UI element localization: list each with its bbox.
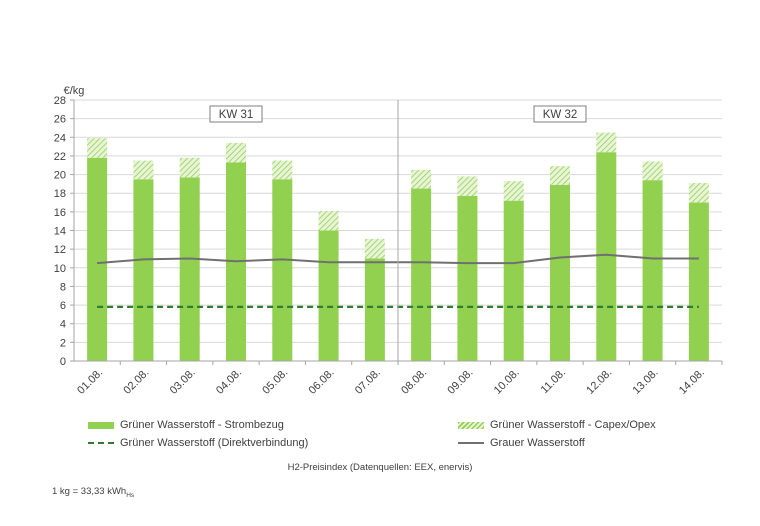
- x-tick-label: 02.08.: [121, 367, 151, 397]
- y-unit-label: €/kg: [64, 85, 85, 97]
- bar-capex-opex: [272, 160, 293, 180]
- legend-label-capex-opex: Grüner Wasserstoff - Capex/Opex: [490, 419, 656, 431]
- y-tick-label: 4: [60, 319, 66, 331]
- bar-capex-opex: [457, 176, 478, 197]
- y-tick-label: 0: [60, 356, 66, 368]
- bar-strombezug: [364, 258, 385, 361]
- bar-strombezug: [87, 157, 108, 361]
- legend-swatch-solid-green: [88, 421, 114, 429]
- bar-capex-opex: [133, 160, 154, 180]
- x-tick-label: 14.08.: [677, 367, 707, 397]
- x-tick-label: 11.08.: [539, 367, 569, 397]
- y-tick-label: 28: [54, 95, 66, 107]
- legend-label-direktverbindung: Grüner Wasserstoff (Direktverbindung): [120, 437, 309, 449]
- y-tick-label: 16: [54, 207, 66, 219]
- source-caption: H2-Preisindex (Datenquellen: EEX, enervi…: [287, 462, 473, 473]
- x-tick-label: 01.08.: [75, 367, 105, 397]
- bar-strombezug: [503, 200, 524, 361]
- y-tick-label: 12: [54, 244, 66, 256]
- bar-strombezug: [550, 184, 570, 361]
- x-tick-label: 07.08.: [353, 367, 383, 397]
- bar-strombezug: [179, 177, 200, 361]
- bar-capex-opex: [318, 210, 339, 231]
- bar-capex-opex: [642, 161, 663, 181]
- legend-swatch-grey-line: [458, 442, 484, 444]
- x-tick-label: 13.08.: [631, 367, 661, 397]
- bar-capex-opex: [226, 142, 246, 163]
- bar-strombezug: [133, 179, 154, 361]
- y-tick-label: 20: [54, 170, 66, 182]
- week-label: KW 31: [219, 109, 254, 121]
- bar-strombezug: [272, 179, 293, 361]
- y-tick-label: 2: [60, 337, 66, 349]
- unit-footnote: 1 kg = 33,33 kWhHs: [52, 486, 134, 499]
- x-tick-label: 12.08.: [584, 367, 614, 397]
- legend-swatch-dashed-green: [88, 442, 114, 444]
- y-tick-label: 24: [54, 132, 66, 144]
- x-tick-label: 05.08.: [260, 367, 290, 397]
- bar-capex-opex: [179, 157, 200, 178]
- bar-strombezug: [596, 152, 617, 361]
- bar-capex-opex: [411, 169, 432, 189]
- legend-item-strombezug: Grüner Wasserstoff - Strombezug: [88, 419, 284, 431]
- y-tick-label: 14: [54, 226, 66, 238]
- x-tick-label: 04.08.: [214, 367, 244, 397]
- bar-strombezug: [457, 196, 478, 361]
- x-tick-label: 06.08.: [307, 367, 337, 397]
- y-tick-label: 6: [60, 300, 66, 312]
- unit-footnote-sub: Hs: [126, 491, 135, 499]
- x-tick-label: 08.08.: [399, 367, 429, 397]
- y-tick-label: 10: [54, 263, 66, 275]
- bar-capex-opex: [364, 238, 385, 259]
- bar-capex-opex: [688, 182, 709, 203]
- x-tick-label: 09.08.: [445, 367, 475, 397]
- legend-item-capex-opex: Grüner Wasserstoff - Capex/Opex: [458, 419, 656, 431]
- y-tick-label: 22: [54, 151, 66, 163]
- bar-capex-opex: [550, 166, 570, 185]
- legend-label-grauer-wasserstoff: Grauer Wasserstoff: [490, 437, 585, 449]
- bar-strombezug: [688, 202, 709, 361]
- week-label-box: [209, 105, 263, 123]
- bar-strombezug: [318, 230, 339, 361]
- bar-capex-opex: [87, 138, 108, 158]
- week-label: KW 32: [543, 109, 578, 121]
- legend-item-direktverbindung: Grüner Wasserstoff (Direktverbindung): [88, 437, 308, 449]
- bar-strombezug: [642, 180, 663, 361]
- unit-footnote-main: 1 kg = 33,33 kWh: [52, 486, 127, 497]
- y-tick-label: 18: [54, 188, 66, 200]
- bar-strombezug: [411, 188, 432, 361]
- legend-label-strombezug: Grüner Wasserstoff - Strombezug: [120, 419, 284, 431]
- y-tick-label: 8: [60, 281, 66, 293]
- x-tick-label: 10.08.: [492, 367, 522, 397]
- x-tick-label: 03.08.: [168, 367, 198, 397]
- legend-item-grauer-wasserstoff: Grauer Wasserstoff: [458, 437, 585, 449]
- legend-swatch-hatched-green: [458, 421, 484, 429]
- week-label-box: [533, 105, 587, 123]
- bar-capex-opex: [596, 132, 617, 153]
- bar-capex-opex: [503, 181, 524, 201]
- y-tick-label: 26: [54, 114, 66, 126]
